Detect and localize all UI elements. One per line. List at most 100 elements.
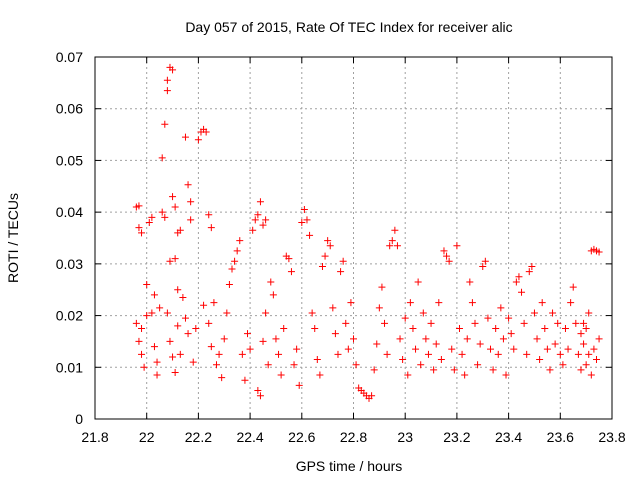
data-point: [192, 325, 200, 332]
data-point: [440, 247, 448, 255]
data-point: [458, 350, 466, 358]
data-point: [262, 216, 270, 224]
data-point: [479, 262, 487, 270]
data-point: [580, 340, 588, 348]
x-tick-label: 23.2: [443, 429, 470, 445]
data-point: [590, 345, 598, 353]
data-point: [174, 286, 182, 294]
data-point: [138, 229, 146, 237]
data-point: [554, 319, 562, 327]
data-point: [417, 361, 425, 369]
data-point: [163, 76, 171, 84]
data-point: [533, 335, 541, 343]
data-point: [285, 255, 293, 263]
data-point: [549, 309, 557, 317]
data-point: [267, 278, 275, 286]
data-point: [466, 278, 474, 286]
data-point: [474, 361, 482, 369]
data-points: [132, 63, 603, 402]
data-point: [582, 325, 590, 332]
data-point: [424, 350, 432, 358]
data-point: [585, 350, 593, 358]
data-point: [476, 340, 484, 348]
data-point: [587, 371, 595, 379]
data-point: [471, 319, 479, 327]
data-point: [184, 330, 192, 338]
data-point: [525, 268, 533, 276]
data-point: [577, 366, 585, 374]
data-point: [561, 325, 569, 332]
data-point: [409, 325, 417, 332]
data-point: [163, 87, 171, 95]
data-point: [445, 257, 453, 265]
data-point: [148, 213, 156, 221]
data-point: [530, 309, 538, 317]
data-point: [220, 335, 228, 343]
data-point: [435, 299, 443, 307]
x-tick-label: 23: [397, 429, 413, 445]
data-point: [275, 350, 283, 358]
data-point: [228, 265, 236, 273]
data-point: [311, 325, 319, 332]
data-point: [502, 371, 510, 379]
data-point: [298, 218, 306, 226]
data-point: [541, 325, 549, 332]
data-point: [262, 309, 270, 317]
data-point: [484, 314, 492, 322]
data-point: [254, 387, 262, 395]
data-point: [582, 361, 590, 369]
y-tick-label: 0.06: [56, 101, 83, 117]
data-point: [383, 350, 391, 358]
data-point: [158, 208, 166, 216]
x-tick-label: 22.8: [340, 429, 367, 445]
data-point: [306, 231, 314, 239]
data-point: [453, 242, 461, 250]
data-point: [546, 366, 554, 374]
data-point: [181, 133, 189, 141]
data-point: [145, 218, 153, 226]
data-point: [430, 366, 438, 374]
data-point: [135, 202, 143, 210]
y-tick-label: 0.05: [56, 152, 83, 168]
data-point: [174, 322, 182, 330]
data-point: [443, 252, 451, 260]
data-point: [481, 257, 489, 265]
data-point: [158, 154, 166, 162]
data-point: [153, 371, 161, 379]
data-point: [272, 335, 280, 343]
data-point: [352, 361, 360, 369]
data-point: [515, 273, 523, 281]
data-point: [577, 330, 585, 338]
data-point: [150, 343, 158, 351]
data-point: [194, 136, 202, 144]
data-point: [132, 319, 140, 327]
data-point: [218, 374, 226, 382]
data-point: [455, 325, 463, 332]
data-point: [264, 361, 272, 369]
x-tick-label: 22.2: [185, 429, 212, 445]
x-tick-label: 23.8: [598, 429, 625, 445]
data-point: [143, 312, 151, 320]
data-point: [184, 181, 192, 189]
data-point: [148, 309, 156, 317]
data-point: [233, 247, 241, 255]
data-point: [569, 283, 577, 291]
data-point: [181, 314, 189, 322]
data-point: [156, 304, 164, 312]
data-point: [396, 335, 404, 343]
data-point: [404, 371, 412, 379]
data-point: [523, 350, 531, 358]
data-point: [448, 345, 456, 353]
data-point: [595, 248, 603, 256]
data-point: [308, 309, 316, 317]
data-point: [391, 226, 399, 234]
data-point: [313, 356, 321, 364]
data-point: [207, 343, 215, 351]
data-point: [492, 325, 500, 332]
data-point: [344, 345, 352, 353]
data-point: [331, 330, 339, 338]
data-point: [161, 120, 169, 128]
data-point: [510, 345, 518, 353]
data-point: [461, 371, 469, 379]
